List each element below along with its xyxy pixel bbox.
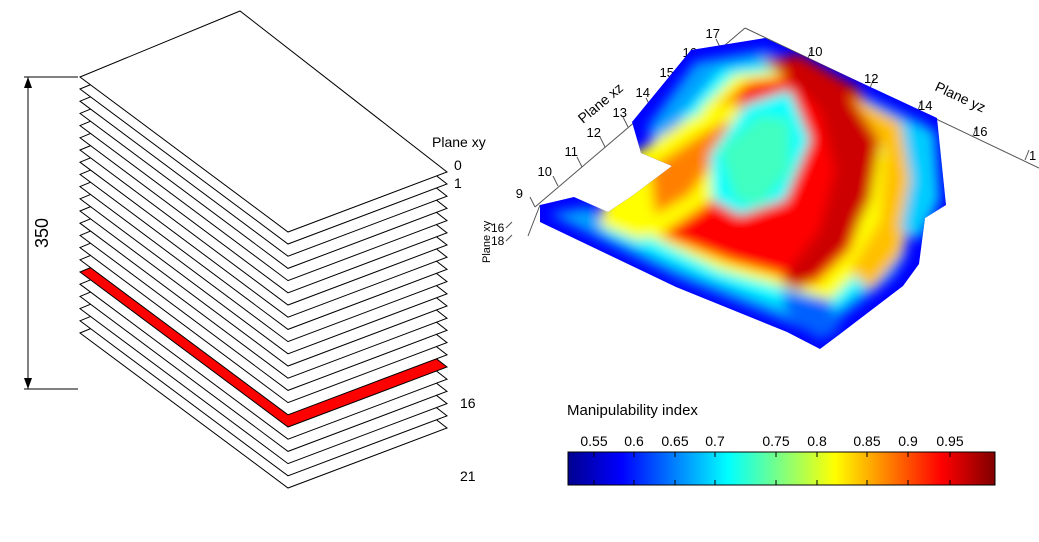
plane-xy-surface-axis-label: Plane xy: [481, 220, 493, 263]
colorbar-tick-0.85: 0.85: [853, 433, 880, 449]
yz-tick-labels: 10 12 14 16 1: [808, 44, 1036, 163]
xz-tick-13: 13: [613, 105, 627, 120]
xy-tick-16: 16: [491, 221, 505, 235]
xz-tick-17: 17: [706, 26, 720, 41]
layer-label-21: 21: [460, 468, 476, 484]
yz-tick-10: 10: [808, 44, 822, 59]
xz-tick-11: 11: [565, 144, 579, 159]
manipulability-surface: [540, 38, 946, 349]
yz-tick-12: 12: [864, 71, 878, 86]
colorbar-tick-marks: [593, 452, 951, 485]
plane-yz-axis-label: Plane yz: [933, 78, 988, 115]
plane-stack: [78, 10, 449, 489]
yz-tick-1: 1: [1029, 148, 1036, 163]
colorbar-tick-0.6: 0.6: [624, 433, 644, 449]
colorbar-tick-0.55: 0.55: [580, 433, 607, 449]
colorbar-tick-0.7: 0.7: [705, 433, 725, 449]
plane-xy-axis-label: Plane xy: [432, 134, 486, 150]
xz-tick-10: 10: [538, 164, 552, 179]
xz-tick-12: 12: [587, 125, 601, 140]
xz-tick-14: 14: [636, 85, 650, 100]
colorbar-tick-labels: 0.55 0.6 0.65 0.7 0.75 0.8 0.85 0.9 0.95: [580, 433, 963, 449]
colorbar-gradient: [567, 451, 996, 486]
xy-tick-marks: [505, 221, 513, 242]
colorbar-tick-0.8: 0.8: [807, 433, 827, 449]
plane-layer: [78, 10, 449, 233]
layer-label-16: 16: [460, 395, 476, 411]
colorbar-tick-0.65: 0.65: [661, 433, 688, 449]
yz-tick-14: 14: [918, 98, 932, 113]
layer-label-0: 0: [454, 157, 462, 173]
xz-tick-9: 9: [516, 186, 523, 201]
colorbar-tick-0.9: 0.9: [898, 433, 918, 449]
layer-label-1: 1: [454, 175, 462, 191]
dimension-annotation: [24, 76, 78, 390]
xz-tick-labels: 9 10 11 12 13 14 15 16 17: [516, 26, 720, 201]
colorbar-tick-0.95: 0.95: [936, 433, 963, 449]
colorbar-tick-0.75: 0.75: [762, 433, 789, 449]
yz-tick-16: 16: [973, 124, 987, 139]
dimension-label: 350: [32, 218, 52, 248]
xy-tick-18: 18: [491, 234, 505, 248]
yz-tick-marks: [807, 47, 1030, 161]
colorbar-title: Manipulability index: [567, 402, 698, 419]
